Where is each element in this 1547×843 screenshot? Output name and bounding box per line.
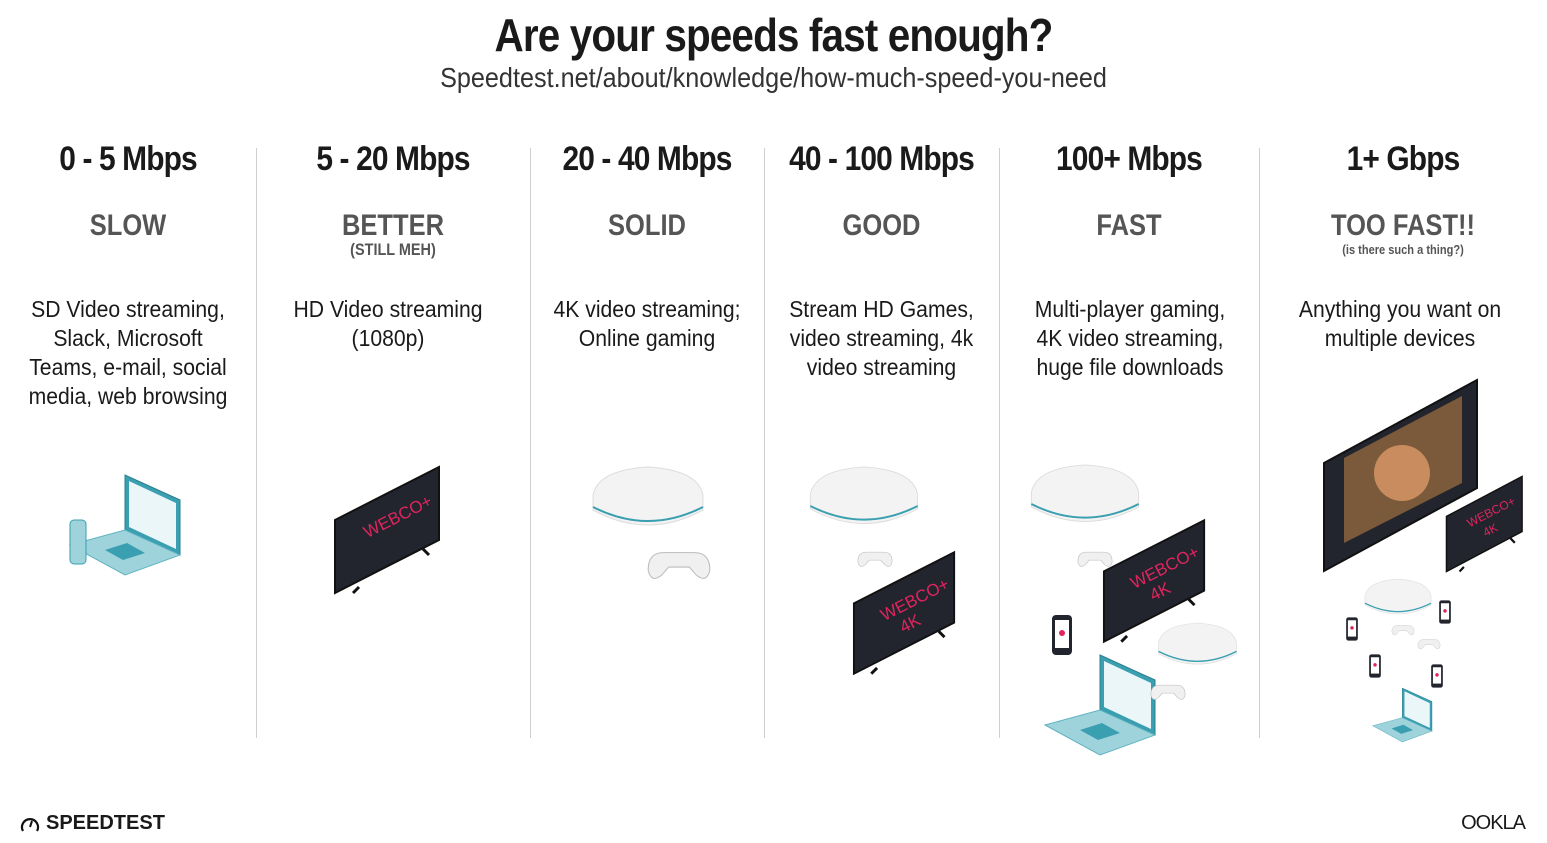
game-console-icon xyxy=(1362,578,1434,626)
divider xyxy=(1259,148,1260,738)
speed-range: 20 - 40 Mbps xyxy=(562,140,732,178)
tier-column-better: 5 - 20 Mbps BETTER (STILL MEH) xyxy=(256,140,530,259)
game-controller-icon xyxy=(643,540,715,590)
tv-4k-icon: WEBCO+ 4K xyxy=(1445,475,1525,573)
divider xyxy=(999,148,1000,738)
phone-icon xyxy=(1438,598,1452,626)
tier-column-solid: 20 - 40 Mbps SOLID xyxy=(530,140,764,241)
game-controller-icon xyxy=(1390,622,1416,638)
tv-icon: WEBCO+ xyxy=(333,465,443,595)
tier-description: SD Video streaming, Slack, Microsoft Tea… xyxy=(28,296,228,409)
phone-icon xyxy=(1368,652,1382,680)
tier-description: Anything you want on multiple devices xyxy=(1298,296,1502,351)
speed-range: 0 - 5 Mbps xyxy=(59,140,197,178)
tier-column-slow: 0 - 5 Mbps SLOW xyxy=(0,140,256,241)
ookla-logo: OOKLA xyxy=(1461,812,1526,834)
speed-range: 100+ Mbps xyxy=(1056,140,1203,178)
speed-rating: GOOD xyxy=(842,209,921,242)
speed-rating: SLOW xyxy=(89,209,167,242)
phone-icon xyxy=(69,519,87,565)
rating-note: (is there such a thing?) xyxy=(1342,242,1464,257)
game-console-icon xyxy=(1155,620,1240,680)
tier-description: Multi-player gaming, 4K video streaming,… xyxy=(1034,296,1226,380)
tier-description: Stream HD Games, video streaming, 4k vid… xyxy=(789,296,974,380)
speed-range: 40 - 100 Mbps xyxy=(789,140,975,178)
page-title: Are your speeds fast enough? xyxy=(494,9,1054,61)
game-controller-icon xyxy=(1148,678,1188,706)
phone-icon xyxy=(1345,615,1359,643)
tier-column-too-fast: 1+ Gbps TOO FAST!! (is there such a thin… xyxy=(1259,140,1547,259)
source-url: Speedtest.net/about/knowledge/how-much-s… xyxy=(440,62,1107,93)
tier-column-fast: 100+ Mbps FAST xyxy=(999,140,1259,241)
tier-description: 4K video streaming; Online gaming xyxy=(553,296,741,351)
speed-rating: SOLID xyxy=(608,209,686,242)
game-console-icon xyxy=(588,465,708,545)
game-console-icon xyxy=(805,465,923,543)
speed-rating: TOO FAST!! xyxy=(1330,209,1476,242)
tier-column-good: 40 - 100 Mbps GOOD xyxy=(764,140,999,241)
laptop-icon xyxy=(1370,680,1440,750)
speedtest-wordmark: SPEEDTEST xyxy=(46,812,165,834)
tier-description: HD Video streaming (1080p) xyxy=(293,296,483,351)
divider xyxy=(764,148,765,738)
speed-rating: BETTER xyxy=(342,209,444,242)
speedometer-icon xyxy=(20,817,40,832)
speed-range: 1+ Gbps xyxy=(1346,140,1461,178)
rating-note: (STILL MEH) xyxy=(350,240,436,259)
speed-range: 5 - 20 Mbps xyxy=(316,140,470,178)
speedtest-logo: SPEEDTEST xyxy=(20,812,165,835)
speed-rating: FAST xyxy=(1096,209,1162,242)
game-controller-icon xyxy=(1416,636,1442,652)
large-tv-icon xyxy=(1323,378,1478,573)
tv-4k-icon: WEBCO+ 4K xyxy=(852,548,958,678)
divider xyxy=(530,148,531,738)
divider xyxy=(256,148,257,738)
